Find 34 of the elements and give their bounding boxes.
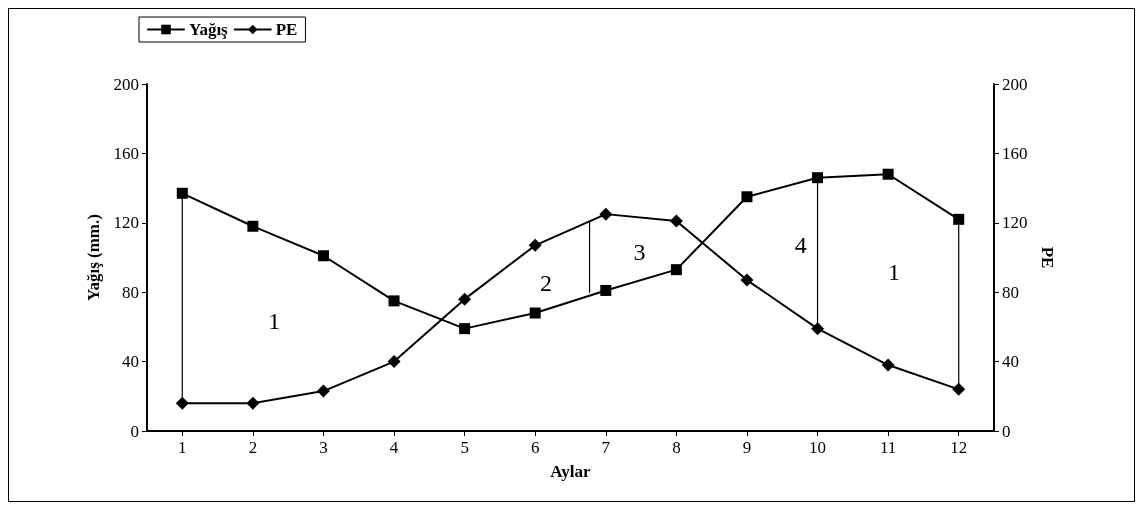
y2-tick-label: 0 [1002, 421, 1011, 441]
y-tick-label: 200 [113, 74, 139, 94]
x-tick-label: 7 [601, 438, 611, 457]
y-tick-label: 0 [130, 421, 139, 441]
y-tick-label: 160 [113, 143, 139, 163]
annotation: 4 [794, 231, 807, 258]
y-tick-label: 80 [122, 282, 139, 302]
annotation: 3 [633, 238, 646, 265]
y-tick-label: 40 [122, 352, 139, 372]
y2-tick-label: 80 [1002, 282, 1019, 302]
y2-tick-label: 120 [1002, 213, 1028, 233]
annotation: 2 [540, 269, 553, 296]
annotation: 1 [268, 308, 281, 335]
x-tick-label: 8 [672, 438, 681, 457]
legend-label: PE [275, 20, 298, 39]
x-tick-label: 11 [879, 438, 897, 457]
x-tick-label: 10 [809, 438, 827, 457]
y2-tick-label: 160 [1002, 143, 1028, 163]
y2-axis-title: PE [1038, 246, 1057, 269]
x-axis-title: Aylar [550, 462, 592, 481]
x-tick-label: 1 [178, 438, 187, 457]
y-axis-title: Yağış (mm.) [84, 214, 103, 301]
annotation: 1 [888, 259, 901, 286]
legend-label: Yağış [189, 20, 229, 39]
y2-tick-label: 200 [1002, 74, 1028, 94]
y2-tick-label: 40 [1002, 352, 1019, 372]
y-tick-label: 120 [113, 213, 139, 233]
x-tick-label: 6 [530, 438, 540, 457]
x-tick-label: 2 [248, 438, 258, 457]
x-tick-label: 5 [460, 438, 469, 457]
x-tick-label: 4 [389, 438, 399, 457]
x-tick-label: 3 [319, 438, 328, 457]
x-tick-label: 9 [742, 438, 752, 457]
x-tick-label: 12 [950, 438, 968, 457]
